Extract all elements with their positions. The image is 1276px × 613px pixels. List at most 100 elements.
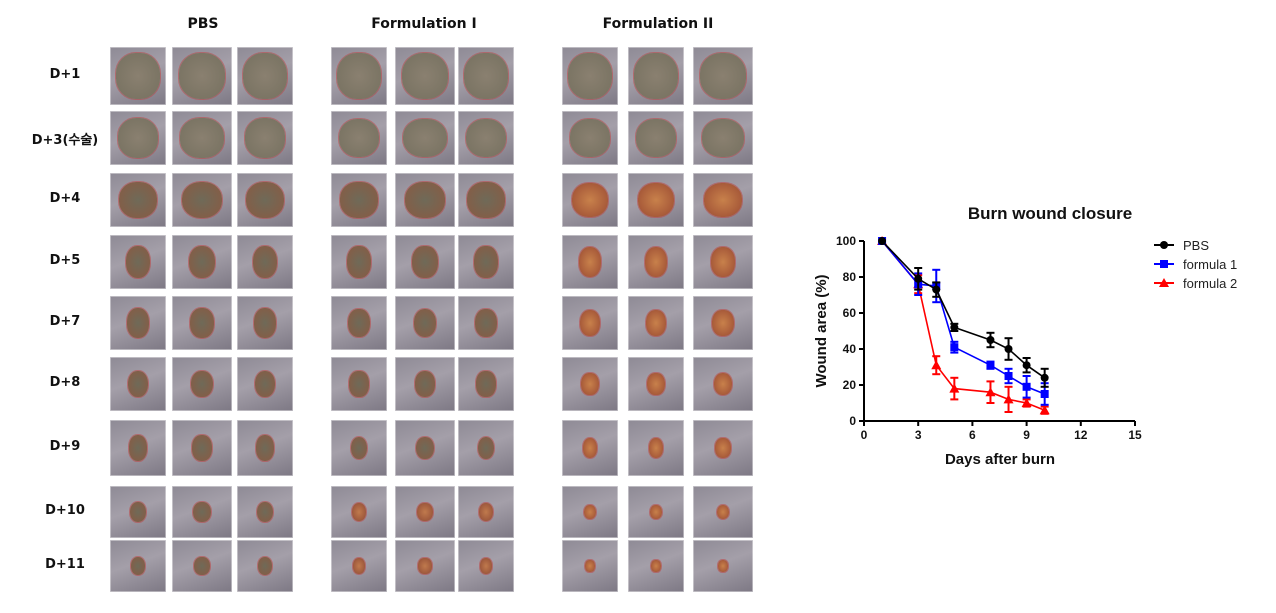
wound-area — [337, 53, 381, 99]
wound-area — [710, 247, 736, 277]
wound-photo — [628, 235, 684, 289]
wound-area — [475, 308, 497, 337]
wound-area — [180, 118, 224, 158]
wound-photo — [172, 296, 232, 350]
wound-area — [193, 501, 211, 523]
wound-area — [192, 435, 212, 461]
wound-area — [405, 182, 445, 218]
wound-photo — [628, 540, 684, 592]
wound-photo — [562, 296, 618, 350]
wound-photo — [331, 111, 387, 165]
wound-area — [584, 504, 596, 520]
wound-area — [412, 246, 438, 278]
wound-photo — [237, 173, 293, 227]
wound-area — [125, 245, 151, 279]
wound-area — [194, 556, 210, 576]
wound-photo — [693, 420, 753, 476]
day-label: D+8 — [49, 375, 81, 390]
wound-photo — [110, 47, 166, 105]
series-line — [881, 240, 1046, 379]
wound-area — [129, 501, 147, 523]
wound-area — [580, 310, 600, 336]
wound-area — [644, 247, 668, 277]
wound-photo — [693, 357, 753, 411]
wound-area — [634, 53, 678, 99]
wound-area — [119, 181, 157, 219]
wound-area — [347, 246, 371, 278]
wound-photo — [395, 486, 455, 538]
wound-area — [638, 182, 674, 218]
wound-area — [351, 502, 367, 522]
wound-photo — [395, 111, 455, 165]
wound-photo — [331, 420, 387, 476]
wound-area — [415, 436, 434, 460]
x-tick-label: 3 — [915, 428, 922, 442]
wound-photo — [693, 540, 753, 592]
group-title: PBS — [187, 16, 219, 32]
wound-photo — [110, 486, 166, 538]
wound-photo — [110, 111, 166, 165]
data-point — [1022, 382, 1031, 391]
wound-photo — [110, 357, 166, 411]
wound-area — [181, 181, 223, 219]
wound-photo — [172, 47, 232, 105]
wound-area — [703, 182, 743, 218]
day-label: D+11 — [45, 557, 85, 572]
data-point — [914, 274, 923, 283]
wound-photo — [693, 173, 753, 227]
wound-photo — [562, 357, 618, 411]
wound-area — [578, 247, 602, 277]
wound-photo — [172, 420, 232, 476]
wound-photo — [628, 296, 684, 350]
wound-area — [418, 558, 432, 574]
wound-photo — [628, 357, 684, 411]
wound-photo — [628, 111, 684, 165]
y-tick-label: 20 — [843, 378, 857, 392]
wound-area — [340, 182, 378, 218]
x-tick-label: 6 — [969, 428, 976, 442]
x-tick-label: 15 — [1128, 428, 1142, 442]
wound-area — [701, 118, 745, 158]
wound-area — [651, 560, 661, 572]
wound-area — [718, 560, 728, 572]
series-line — [881, 240, 1045, 395]
wound-area — [414, 371, 436, 397]
wound-photo — [693, 486, 753, 538]
wound-photo — [395, 296, 455, 350]
wound-photo — [458, 357, 514, 411]
wound-area — [713, 372, 733, 396]
wound-area — [479, 558, 493, 574]
wound-area — [178, 53, 226, 99]
wound-area — [126, 308, 150, 338]
wound-photo — [237, 357, 293, 411]
wound-area — [128, 435, 148, 461]
day-label: D+4 — [49, 191, 81, 206]
data-point — [1039, 405, 1050, 415]
wound-area — [338, 118, 380, 158]
wound-photo — [628, 173, 684, 227]
wound-area — [116, 53, 160, 99]
y-tick-label: 80 — [843, 270, 857, 284]
data-point — [986, 361, 995, 370]
wound-photo — [237, 540, 293, 592]
wound-area — [188, 245, 216, 279]
wound-photo — [562, 486, 618, 538]
wound-area — [568, 53, 612, 99]
legend-label: formula 2 — [1183, 276, 1237, 291]
wound-photo — [395, 420, 455, 476]
wound-area — [582, 438, 598, 458]
legend-item: formula 2 — [1154, 276, 1237, 291]
wound-area — [570, 118, 610, 158]
wound-photo — [693, 47, 753, 105]
wound-area — [348, 308, 370, 337]
wound-photo — [628, 47, 684, 105]
wound-photo — [458, 173, 514, 227]
data-point — [986, 336, 995, 344]
wound-area — [413, 308, 437, 337]
data-point — [1003, 394, 1014, 404]
wound-photo — [395, 47, 455, 105]
wound-photo — [458, 486, 514, 538]
wound-photo — [562, 173, 618, 227]
wound-photo — [237, 420, 293, 476]
wound-photo — [172, 111, 232, 165]
